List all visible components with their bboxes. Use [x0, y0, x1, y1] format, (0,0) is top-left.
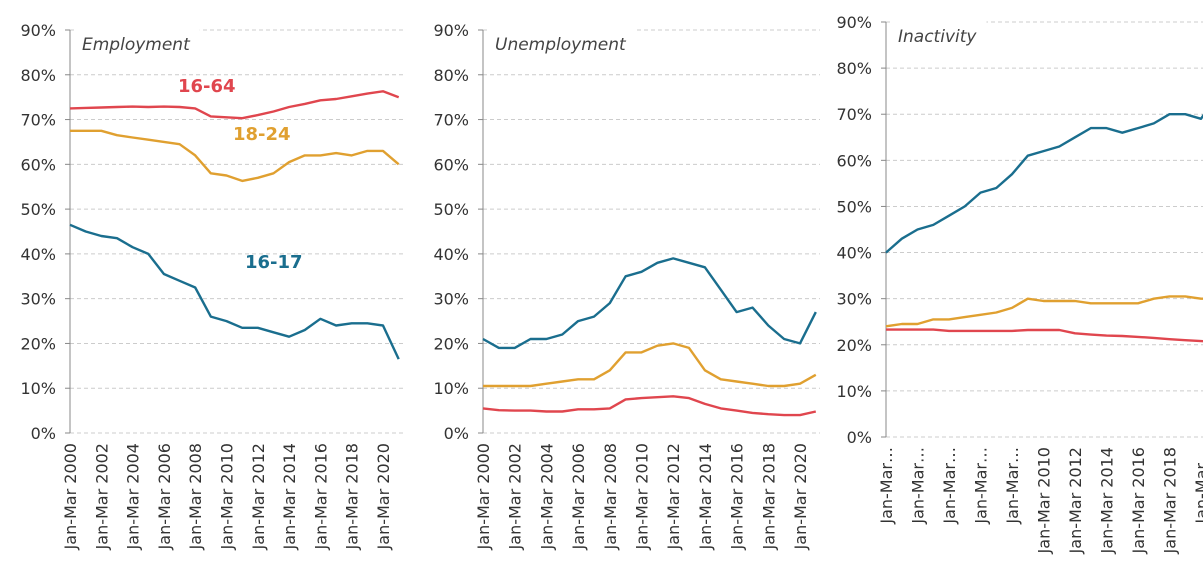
x-tick-label: Jan-Mar… [1003, 447, 1022, 525]
y-tick-label: 80% [20, 66, 56, 85]
y-tick-label: 70% [836, 105, 872, 124]
x-tick-label: Jan-Mar 2006 [569, 443, 588, 550]
y-tick-label: 10% [20, 379, 56, 398]
y-tick-label: 90% [20, 21, 56, 40]
x-tick-label: Jan-Mar… [1192, 447, 1203, 525]
series-line [885, 295, 1203, 328]
series-line [69, 223, 400, 360]
x-tick-label: Jan-Mar… [877, 447, 896, 525]
series-label: 16-17 [245, 252, 303, 273]
y-tick-label: 60% [20, 155, 56, 174]
title-bg [487, 26, 636, 56]
series-line [482, 395, 817, 417]
series-label: 18-24 [233, 124, 291, 145]
x-tick-label: Jan-Mar 2014 [280, 443, 299, 550]
y-tick-label: 50% [836, 197, 872, 216]
chart: 0% 10% 20% 30% 40% 50% 60% 70% 80% 90% Jan-Mar 200… [433, 21, 820, 550]
y-tick-label: 30% [20, 290, 56, 309]
y-tick-label: 0% [31, 424, 56, 443]
y-tick-label: 60% [836, 151, 872, 170]
series-line [70, 129, 400, 183]
y-tick-label: 20% [433, 334, 469, 353]
chart-title: Employment [82, 35, 191, 55]
x-tick-label: Jan-Mar 2014 [696, 443, 715, 550]
x-tick-label: Jan-Mar 2014 [1098, 447, 1117, 554]
y-tick-label: 50% [433, 200, 469, 219]
x-tick-label: Jan-Mar 2018 [343, 443, 362, 550]
y-tick-label: 10% [836, 382, 872, 401]
y-tick-label: 80% [836, 59, 872, 78]
x-tick-label: Jan-Mar 2010 [633, 443, 652, 550]
x-tick-label: Jan-Mar 2004 [124, 443, 143, 550]
y-tick-label: 0% [847, 428, 872, 447]
y-tick-label: 30% [433, 290, 469, 309]
y-tick-label: 40% [836, 244, 872, 263]
y-tick-label: 20% [836, 336, 872, 355]
chart: 0% 10% 20% 30% 40% 50% 60% 70% 80% 90% Jan-Mar 200… [20, 21, 405, 550]
series-line [886, 328, 1203, 343]
series-line [483, 342, 817, 388]
x-tick-label: Jan-Mar 2006 [155, 443, 174, 550]
x-tick-label: Jan-Mar 2002 [506, 443, 525, 550]
x-tick-label: Jan-Mar 2010 [218, 443, 237, 550]
x-tick-label: Jan-Mar 2008 [601, 443, 620, 550]
x-tick-label: Jan-Mar 2016 [1129, 447, 1148, 554]
series-label: 16-64 [178, 76, 236, 97]
y-tick-label: 40% [433, 245, 469, 264]
x-tick-label: Jan-Mar 2020 [791, 443, 810, 550]
y-tick-label: 0% [444, 424, 469, 443]
x-tick-label: Jan-Mar 2012 [1066, 447, 1085, 554]
x-tick-label: Jan-Mar 2016 [311, 443, 330, 550]
x-tick-label: Jan-Mar… [909, 447, 928, 525]
series-line [885, 113, 1203, 254]
y-tick-label: 30% [836, 290, 872, 309]
x-tick-label: Jan-Mar 2002 [92, 443, 111, 550]
y-tick-label: 40% [20, 245, 56, 264]
y-tick-label: 50% [20, 200, 56, 219]
chart-title: Unemployment [495, 35, 627, 55]
series-line [482, 257, 817, 350]
title-bg [74, 26, 200, 56]
x-tick-label: Jan-Mar… [972, 447, 991, 525]
series-line [69, 90, 400, 120]
y-tick-label: 80% [433, 66, 469, 85]
y-tick-label: 60% [433, 155, 469, 174]
y-tick-label: 10% [433, 379, 469, 398]
title-bg [890, 18, 987, 48]
x-tick-label: Jan-Mar 2020 [374, 443, 393, 550]
y-tick-label: 70% [20, 111, 56, 130]
chart: 0% 10% 20% 30% 40% 50% 60% 70% 80% 90% Jan-Mar… Jan… [836, 13, 1203, 554]
x-tick-label: Jan-Mar 2012 [249, 443, 268, 550]
y-tick-label: 90% [836, 13, 872, 32]
x-tick-label: Jan-Mar 2008 [186, 443, 205, 550]
x-tick-label: Jan-Mar… [940, 447, 959, 525]
y-tick-label: 20% [20, 334, 56, 353]
x-tick-label: Jan-Mar 2010 [1035, 447, 1054, 554]
x-tick-label: Jan-Mar 2004 [537, 443, 556, 550]
x-tick-label: Jan-Mar 2018 [1161, 447, 1180, 554]
x-tick-label: Jan-Mar 2000 [474, 443, 493, 550]
x-tick-label: Jan-Mar 2000 [61, 443, 80, 550]
x-tick-label: Jan-Mar 2012 [664, 443, 683, 550]
x-tick-label: Jan-Mar 2016 [728, 443, 747, 550]
chart-title: Inactivity [898, 27, 977, 47]
x-tick-label: Jan-Mar 2018 [759, 443, 778, 550]
y-tick-label: 90% [433, 21, 469, 40]
y-tick-label: 70% [433, 111, 469, 130]
